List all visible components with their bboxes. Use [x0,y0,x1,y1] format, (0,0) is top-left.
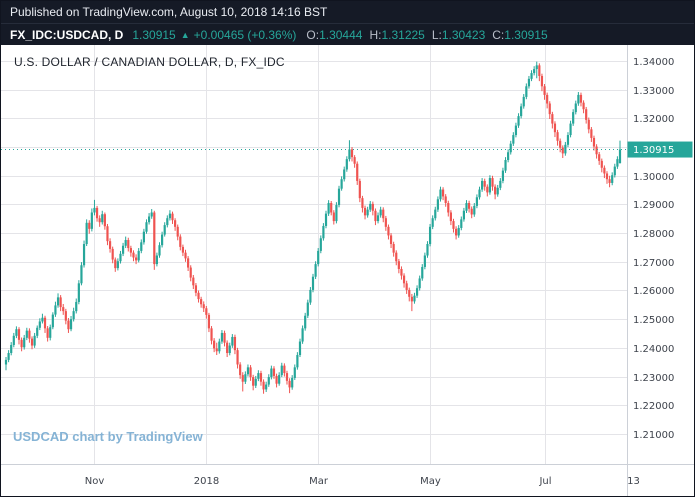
price-axis[interactable]: 1.340001.330001.320001.310001.300001.290… [633,57,674,441]
svg-text:13: 13 [627,476,640,487]
publish-text: Published on TradingView.com, August 10,… [10,5,328,19]
price-change: +0.00465 (+0.36%) [193,27,297,42]
svg-text:1.21000: 1.21000 [633,430,674,441]
svg-text:2018: 2018 [194,476,219,487]
candlestick-chart[interactable]: 1.340001.330001.320001.310001.300001.290… [1,45,694,496]
axes-frame [1,45,694,496]
chart-title: U.S. DOLLAR / CANADIAN DOLLAR, D, FX_IDC [14,55,285,69]
chart-area[interactable]: 1.340001.330001.320001.310001.300001.290… [1,45,694,496]
candles-series [4,61,622,394]
svg-text:Nov: Nov [85,476,105,487]
svg-text:Mar: Mar [309,476,329,487]
svg-text:1.27000: 1.27000 [633,258,674,269]
svg-text:1.29000: 1.29000 [633,200,674,211]
up-arrow-icon: ▲ [180,29,190,40]
svg-text:1.22000: 1.22000 [633,401,674,412]
close-value: C:1.30915 [492,27,548,42]
last-price: 1.30915 [132,27,176,42]
svg-text:Jul: Jul [538,476,551,487]
symbol-name[interactable]: FX_IDC:USDCAD, D [10,27,124,42]
high-value: H:1.31225 [369,27,425,42]
svg-text:1.23000: 1.23000 [633,373,674,384]
svg-text:1.28000: 1.28000 [633,229,674,240]
svg-text:1.34000: 1.34000 [633,57,674,68]
svg-text:1.26000: 1.26000 [633,286,674,297]
svg-text:1.32000: 1.32000 [633,114,674,125]
tradingview-watermark[interactable]: USDCAD chart by TradingView [13,429,203,444]
horizontal-gridlines [1,61,627,435]
time-axis[interactable]: Nov 2018 Mar May Jul 13 [85,476,640,487]
svg-text:1.30915: 1.30915 [633,145,674,156]
svg-text:1.30000: 1.30000 [633,172,674,183]
open-value: O:1.30444 [306,27,363,42]
svg-text:1.33000: 1.33000 [633,86,674,97]
svg-text:1.24000: 1.24000 [633,344,674,355]
low-value: L:1.30423 [431,27,486,42]
svg-text:May: May [420,476,441,487]
svg-text:1.25000: 1.25000 [633,315,674,326]
symbol-bar: FX_IDC:USDCAD, D 1.30915 ▲ +0.00465 (+0.… [1,23,694,45]
last-price-marker: 1.30915 [1,141,693,158]
publish-bar: Published on TradingView.com, August 10,… [1,1,694,23]
vertical-gridlines [94,45,546,464]
